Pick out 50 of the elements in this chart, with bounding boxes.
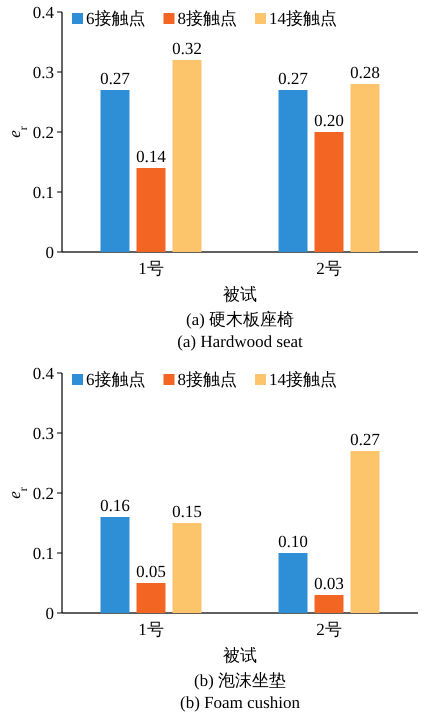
bar — [136, 583, 166, 613]
y-tick-label: 0 — [46, 243, 54, 262]
x-tick-label: 1号 — [138, 259, 164, 278]
bar — [136, 168, 166, 252]
bar — [278, 553, 308, 613]
y-tick-label: 0.3 — [32, 63, 54, 82]
legend-label: 8接触点 — [178, 370, 237, 389]
data-label: 0.05 — [136, 562, 166, 581]
y-tick-label: 0.1 — [32, 183, 54, 202]
y-tick-label: 0.1 — [32, 544, 54, 563]
x-tick-label: 2号 — [316, 620, 342, 639]
legend-label: 6接触点 — [86, 9, 146, 28]
data-label: 0.28 — [350, 63, 380, 82]
bar — [100, 517, 130, 613]
data-label: 0.27 — [100, 69, 130, 88]
data-label: 0.03 — [314, 574, 344, 593]
legend-label: 14接触点 — [269, 370, 337, 389]
text: (a) Hardwood seat — [177, 332, 304, 351]
x-axis-title: 被试 — [223, 646, 257, 665]
data-label: 0.16 — [100, 496, 130, 515]
text: (b) 泡沫坐垫 — [194, 671, 286, 690]
x-axis-title: 被试 — [223, 285, 257, 304]
y-tick-label: 0.3 — [32, 424, 54, 443]
bar — [314, 132, 344, 252]
y-tick-label: 0 — [46, 604, 54, 623]
x-tick-label: 1号 — [138, 620, 164, 639]
bar — [172, 60, 202, 252]
bar — [314, 595, 344, 613]
y-tick-label: 0.2 — [32, 484, 54, 503]
x-tick-label: 2号 — [316, 259, 342, 278]
data-label: 0.32 — [172, 39, 202, 58]
data-label: 0.14 — [136, 147, 166, 166]
data-label: 0.27 — [278, 69, 308, 88]
y-tick-label: 0.4 — [32, 364, 54, 383]
data-label: 0.15 — [172, 502, 202, 521]
bar — [350, 451, 380, 613]
y-tick-label: 0.2 — [32, 123, 54, 142]
data-label: 0.10 — [278, 532, 308, 551]
bar — [100, 90, 130, 252]
legend-label: 14接触点 — [269, 9, 337, 28]
text: (b) Foam cushion — [180, 693, 300, 712]
bar — [350, 84, 380, 252]
data-label: 0.27 — [350, 430, 380, 449]
text: (a) 硬木板座椅 — [186, 310, 294, 329]
bar — [278, 90, 308, 252]
legend-label: 6接触点 — [86, 370, 146, 389]
y-tick-label: 0.4 — [32, 3, 54, 22]
legend-label: 8接触点 — [178, 9, 237, 28]
bar — [172, 523, 202, 613]
data-label: 0.20 — [314, 111, 344, 130]
